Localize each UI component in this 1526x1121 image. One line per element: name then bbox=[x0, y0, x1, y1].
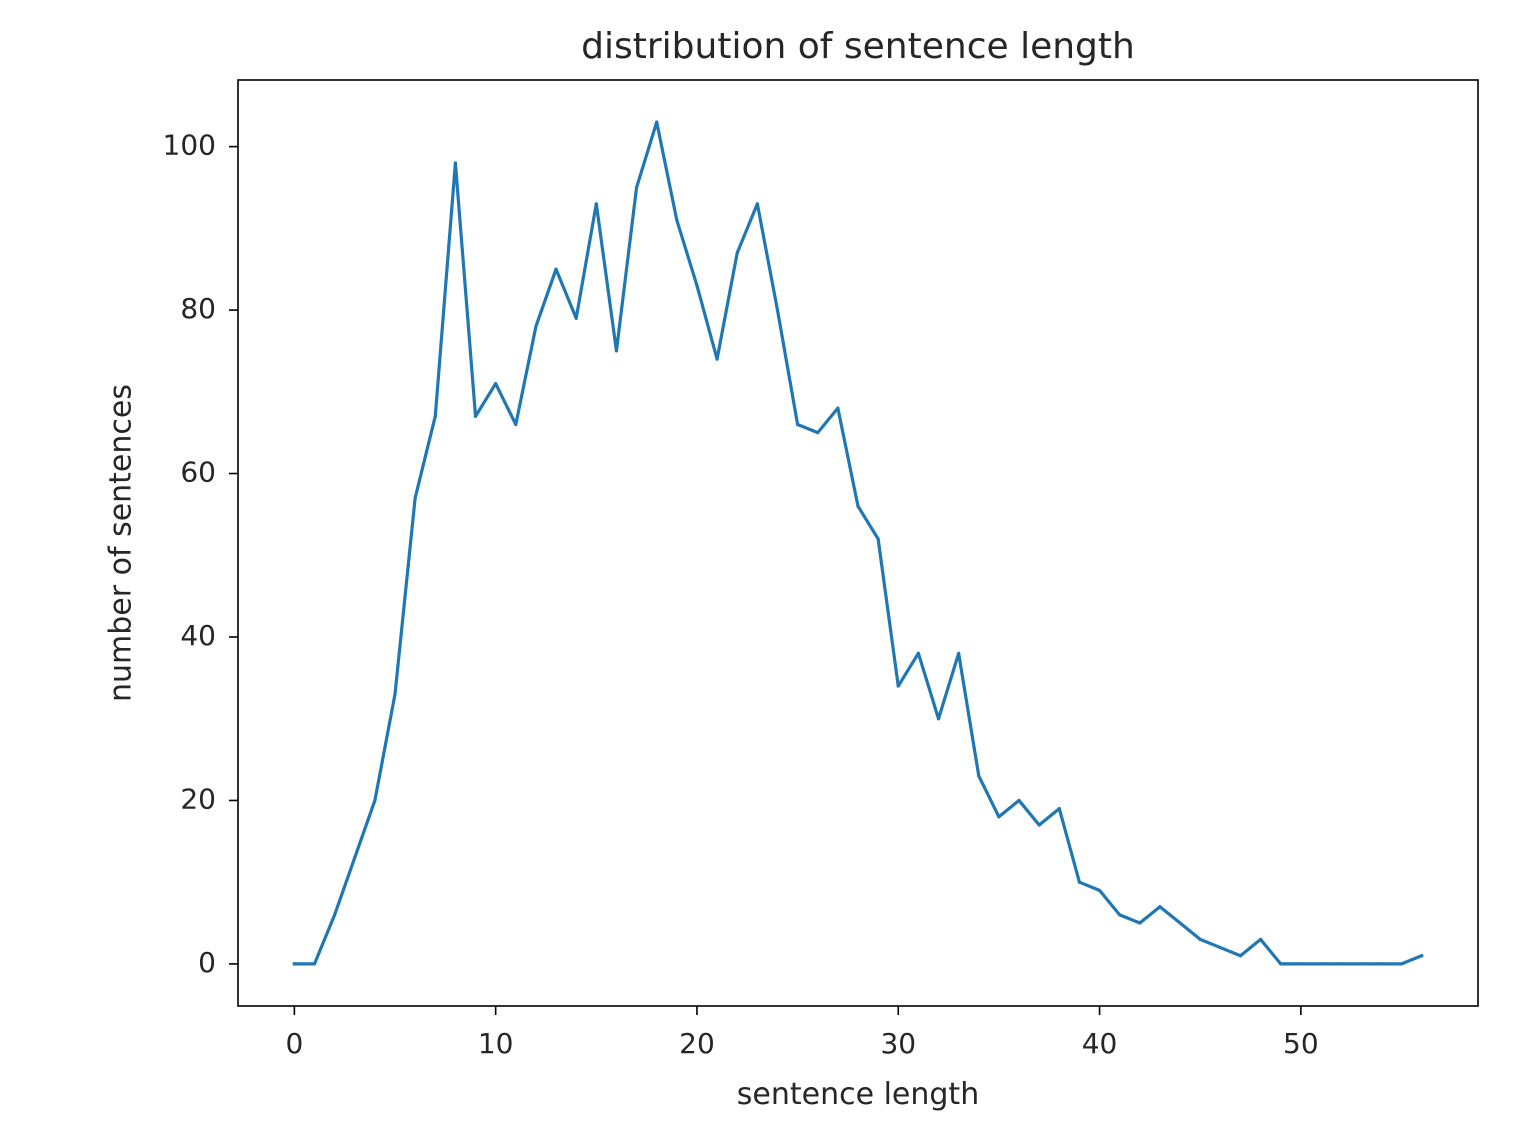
data-point bbox=[1259, 937, 1263, 941]
plot-frame bbox=[237, 79, 1479, 1007]
data-point bbox=[1077, 880, 1082, 884]
data-point bbox=[554, 267, 558, 271]
data-point bbox=[1057, 807, 1061, 811]
data-point bbox=[775, 308, 780, 312]
data-point bbox=[1138, 921, 1142, 925]
data-point bbox=[796, 422, 800, 427]
y-tick-label: 80 bbox=[180, 292, 216, 325]
data-point bbox=[534, 324, 538, 329]
data-point bbox=[856, 504, 860, 508]
data-point bbox=[1399, 962, 1404, 966]
x-tick-label: 50 bbox=[1283, 1027, 1319, 1060]
data-point bbox=[1319, 962, 1323, 966]
data-point bbox=[1118, 913, 1122, 917]
data-point bbox=[312, 962, 317, 966]
x-tick-label: 30 bbox=[880, 1027, 916, 1060]
data-point bbox=[494, 382, 498, 386]
data-point bbox=[1339, 962, 1343, 966]
data-point bbox=[977, 774, 981, 778]
data-point bbox=[1097, 888, 1102, 892]
data-point bbox=[755, 202, 759, 206]
series-line bbox=[292, 120, 1424, 966]
data-point bbox=[614, 349, 619, 353]
plot-area: 0 10 20 30 40 50 0 20 40 60 80 100 bbox=[163, 79, 1479, 1060]
data-point bbox=[1198, 937, 1202, 941]
y-tick-label: 60 bbox=[180, 456, 216, 489]
data-point bbox=[816, 431, 820, 435]
data-point bbox=[936, 717, 941, 721]
data-point bbox=[473, 414, 478, 418]
data-point bbox=[695, 283, 699, 288]
data-point bbox=[876, 537, 880, 541]
data-point bbox=[594, 202, 598, 206]
x-axis-label: sentence length bbox=[737, 1077, 979, 1112]
y-tick-label: 40 bbox=[180, 619, 216, 652]
data-point bbox=[413, 496, 417, 500]
data-point bbox=[453, 161, 457, 165]
data-point bbox=[1017, 798, 1021, 803]
chart-title: distribution of sentence length bbox=[581, 26, 1135, 67]
x-tick-label: 0 bbox=[285, 1027, 303, 1060]
data-point bbox=[896, 684, 900, 688]
data-point bbox=[393, 692, 397, 696]
data-point bbox=[1158, 905, 1162, 909]
data-point bbox=[836, 406, 840, 410]
y-tick-label: 100 bbox=[163, 129, 216, 162]
data-point bbox=[574, 316, 578, 320]
data-point bbox=[916, 651, 920, 655]
y-tick-label: 0 bbox=[198, 946, 216, 979]
data-point bbox=[292, 962, 296, 966]
data-point bbox=[1379, 962, 1383, 966]
data-point bbox=[1037, 823, 1041, 827]
data-point bbox=[1299, 962, 1303, 966]
data-point bbox=[997, 815, 1001, 819]
data-point bbox=[957, 651, 961, 655]
y-axis: 0 20 40 60 80 100 bbox=[163, 129, 238, 979]
data-point bbox=[1420, 954, 1424, 958]
x-tick-label: 20 bbox=[679, 1027, 715, 1060]
data-point bbox=[353, 856, 357, 860]
data-point bbox=[1238, 954, 1243, 958]
data-point bbox=[1359, 962, 1363, 966]
data-point bbox=[675, 218, 679, 222]
data-point bbox=[514, 422, 518, 427]
data-point bbox=[333, 913, 337, 917]
data-point bbox=[735, 251, 739, 255]
data-point bbox=[1218, 945, 1222, 950]
x-axis: 0 10 20 30 40 50 bbox=[285, 1006, 1319, 1060]
x-tick-label: 40 bbox=[1082, 1027, 1118, 1060]
data-point bbox=[1178, 921, 1182, 925]
data-point bbox=[433, 414, 437, 418]
series-layer bbox=[292, 120, 1424, 966]
x-tick-label: 10 bbox=[478, 1027, 514, 1060]
data-point bbox=[373, 798, 377, 803]
data-point bbox=[634, 185, 639, 190]
y-axis-label: number of sentences bbox=[104, 384, 139, 702]
data-point bbox=[655, 120, 659, 124]
data-point bbox=[715, 357, 719, 361]
data-point bbox=[1279, 962, 1283, 966]
y-tick-label: 20 bbox=[180, 782, 216, 815]
